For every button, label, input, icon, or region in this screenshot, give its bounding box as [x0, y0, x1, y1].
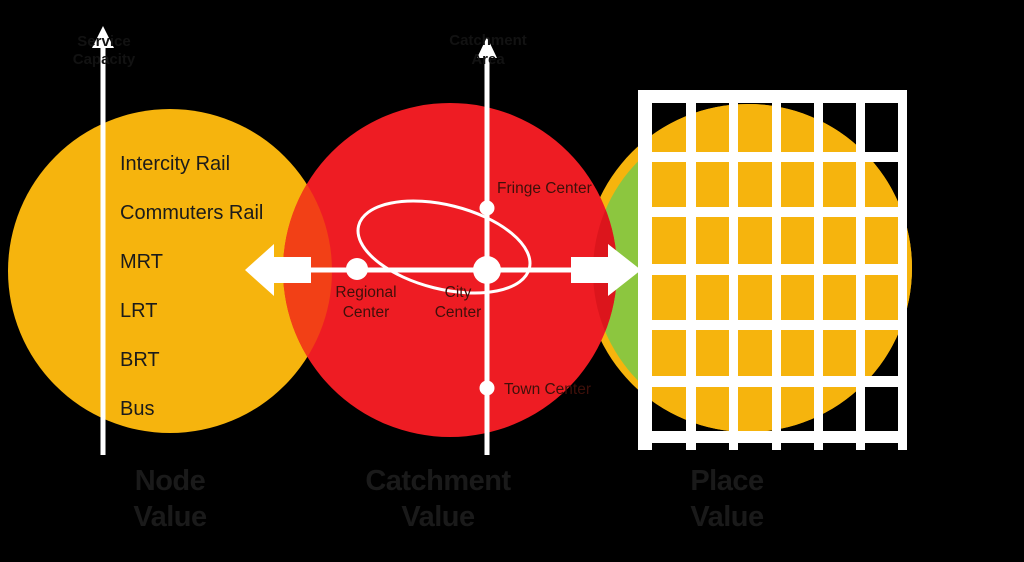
catchment-axis-line	[484, 56, 490, 455]
catchment-loop	[356, 199, 532, 295]
street-grid	[638, 90, 907, 450]
fringe-center-dot	[479, 200, 495, 216]
left-arrow-icon	[245, 244, 311, 296]
node-value-label-line2: Value	[133, 501, 207, 533]
catchment-axis-label-line1: Catchment	[449, 32, 527, 49]
catchment-axis-label-line2: Area	[471, 51, 505, 68]
place-value-label-line2: Value	[690, 501, 764, 533]
grid-horizontal-bar	[640, 320, 906, 330]
town-center-dot	[479, 380, 495, 396]
regional-center-label-line1: Regional	[335, 284, 396, 301]
town-center-label: Town Center	[504, 381, 591, 398]
node-axis	[92, 26, 114, 455]
grid-horizontal-bar	[640, 376, 906, 387]
grid-horizontal-bar	[640, 207, 906, 217]
up-arrow-icon	[477, 37, 497, 58]
grid-horizontal-bar	[640, 90, 906, 103]
mode-label-lrt: LRT	[120, 300, 157, 322]
node-circle	[8, 109, 332, 433]
node-axis-label-line2: Capacity	[73, 51, 136, 68]
node-value-label-line1: Node	[135, 465, 206, 497]
grid-horizontal-bar	[640, 152, 906, 162]
catchment-value-label-line2: Value	[401, 501, 475, 533]
mode-label-mrt: MRT	[120, 251, 163, 273]
center-connector-line	[308, 267, 600, 273]
regional-center-label-line2: Center	[343, 304, 390, 321]
grid-horizontal-bar	[640, 431, 906, 443]
catchment-axis	[477, 37, 497, 455]
city-center-label-line1: City	[445, 284, 472, 301]
mode-label-brt: BRT	[120, 349, 160, 371]
regional-center-dot	[346, 258, 368, 280]
transit-mode-list: Intercity Rail Commuters Rail MRT LRT BR…	[120, 153, 263, 420]
city-center-dot	[473, 256, 501, 284]
node-axis-label-line1: Service	[77, 33, 130, 50]
mode-label-intercity-rail: Intercity Rail	[120, 153, 230, 175]
right-arrow-icon	[571, 244, 641, 296]
node-axis-line	[100, 45, 106, 455]
grid-horizontal-bar	[640, 264, 906, 275]
place-value-label-line1: Place	[690, 465, 764, 497]
up-arrow-icon	[92, 26, 114, 48]
city-center-label-line2: Center	[435, 304, 482, 321]
mode-label-commuters-rail: Commuters Rail	[120, 202, 263, 224]
catchment-value-label-line1: Catchment	[365, 465, 511, 497]
fringe-center-label: Fringe Center	[497, 180, 592, 197]
mode-label-bus: Bus	[120, 398, 154, 420]
